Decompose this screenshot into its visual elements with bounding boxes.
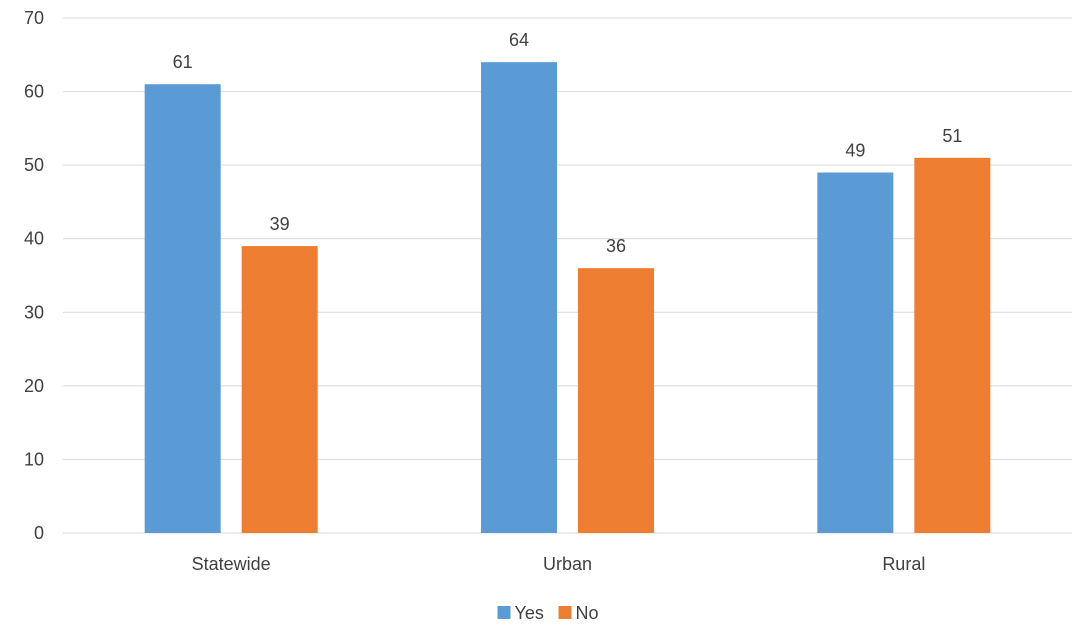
bar-no-statewide — [241, 246, 318, 534]
bar-yes-rural — [817, 172, 894, 533]
y-tick-label: 20 — [24, 376, 44, 396]
data-label: 64 — [509, 30, 529, 50]
bar-yes-urban — [481, 62, 557, 534]
legend-label-no: No — [576, 603, 599, 623]
legend: Yes No — [497, 603, 599, 623]
y-tick-label: 60 — [24, 82, 44, 102]
bar-no-urban — [578, 268, 654, 533]
data-label: 61 — [173, 52, 193, 72]
bar-no-rural — [914, 157, 991, 534]
legend-swatch-no — [558, 606, 572, 619]
gridlines — [63, 17, 1072, 534]
data-label: 39 — [270, 214, 290, 234]
x-axis-tick-labels: Statewide Urban Rural — [192, 554, 926, 574]
y-tick-label: 10 — [24, 449, 44, 469]
legend-label-yes: Yes — [515, 603, 544, 623]
x-tick-label: Statewide — [192, 554, 271, 574]
data-label: 49 — [845, 141, 865, 161]
y-tick-label: 40 — [24, 229, 44, 249]
y-tick-label: 70 — [24, 8, 44, 28]
legend-swatch-yes — [497, 606, 511, 619]
y-tick-label: 30 — [24, 302, 44, 322]
y-tick-label: 50 — [24, 155, 44, 175]
x-tick-label: Urban — [543, 554, 592, 574]
bar-yes-statewide — [144, 84, 221, 533]
bars — [144, 62, 991, 534]
data-labels: 61 39 64 36 49 51 — [173, 30, 963, 256]
y-tick-label: 0 — [34, 523, 44, 543]
y-axis-tick-labels: 0 10 20 30 40 50 60 70 — [24, 8, 44, 543]
x-tick-label: Rural — [882, 554, 925, 574]
data-label: 36 — [606, 236, 626, 256]
data-label: 51 — [942, 126, 962, 146]
